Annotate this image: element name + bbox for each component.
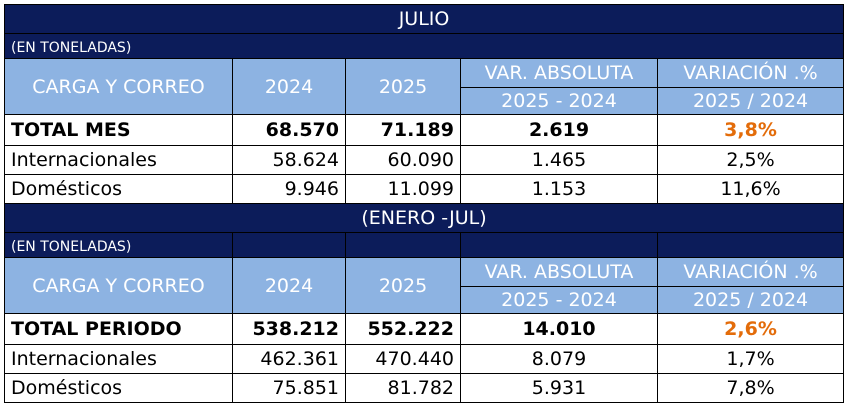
- cargo-table: JULIO (EN TONELADAS) CARGA Y CORREO 2024 202…: [3, 4, 845, 403]
- value-cell: 1.465: [460, 145, 658, 175]
- value-cell: 1.153: [460, 174, 658, 204]
- header-abs-range: 2025 - 2024: [460, 286, 658, 314]
- table-row: (ENERO -JUL): [3, 203, 845, 233]
- header-pct-range: 2025 / 2024: [656, 286, 845, 314]
- unit-label: (EN TONELADAS): [4, 232, 233, 258]
- table-row: Domésticos 9.946 11.099 1.153 11,6%: [4, 174, 845, 204]
- empty-cell: [656, 232, 845, 258]
- section-title: JULIO: [3, 4, 845, 34]
- table-row: Internacionales 58.624 60.090 1.465 2,5%: [4, 145, 845, 175]
- value-cell: 9.946: [232, 174, 346, 204]
- header-year: 2025: [345, 257, 461, 314]
- table-row: CARGA Y CORREO 2024 2025 VAR. ABSOLUTA VARIA…: [4, 58, 845, 115]
- table-row: 2025 - 2024 2025 / 2024: [5, 87, 845, 115]
- percent-cell: 11,6%: [656, 174, 845, 204]
- table-row: JULIO: [3, 4, 845, 34]
- row-label: TOTAL MES: [4, 114, 233, 146]
- header-abs: VAR. ABSOLUTA: [460, 58, 658, 88]
- empty-cell: [232, 232, 346, 258]
- table-row: (EN TONELADAS): [4, 232, 845, 258]
- table-row: CARGA Y CORREO 2024 2025 VAR. ABSOLUTA VARIA…: [4, 257, 845, 314]
- value-cell: 11.099: [345, 174, 461, 204]
- value-cell: 2.619: [460, 114, 658, 146]
- table-row: Internacionales 462.361 470.440 8.079 1,7%: [4, 344, 845, 374]
- header-year: 2024: [232, 257, 346, 314]
- header-pct: VARIACIÓN .%: [656, 58, 845, 88]
- header-year: 2024: [232, 58, 346, 115]
- empty-cell: [460, 232, 658, 258]
- row-label: Internacionales: [4, 145, 233, 175]
- row-label: Domésticos: [4, 373, 233, 403]
- header-pct: VARIACIÓN .%: [656, 257, 845, 287]
- header-abs-range: 2025 - 2024: [460, 87, 658, 115]
- percent-cell: 2,5%: [656, 145, 845, 175]
- percent-cell: 7,8%: [656, 373, 845, 403]
- section-title: (ENERO -JUL): [3, 203, 845, 233]
- unit-label: (EN TONELADAS): [3, 33, 845, 59]
- row-label: Internacionales: [4, 344, 233, 374]
- percent-cell: 3,8%: [656, 114, 845, 146]
- table-row: Domésticos 75.851 81.782 5.931 7,8%: [4, 373, 845, 403]
- value-cell: 552.222: [345, 313, 461, 345]
- value-cell: 71.189: [345, 114, 461, 146]
- percent-cell: 1,7%: [656, 344, 845, 374]
- value-cell: 58.624: [232, 145, 346, 175]
- value-cell: 68.570: [232, 114, 346, 146]
- value-cell: 8.079: [460, 344, 658, 374]
- header-label: CARGA Y CORREO: [4, 257, 233, 314]
- value-cell: 470.440: [345, 344, 461, 374]
- row-label: TOTAL PERIODO: [4, 313, 233, 345]
- header-label: CARGA Y CORREO: [4, 58, 233, 115]
- empty-cell: [345, 232, 461, 258]
- header-abs: VAR. ABSOLUTA: [460, 257, 658, 287]
- value-cell: 462.361: [232, 344, 346, 374]
- value-cell: 60.090: [345, 145, 461, 175]
- value-cell: 81.782: [345, 373, 461, 403]
- value-cell: 538.212: [232, 313, 346, 345]
- table-row: TOTAL MES 68.570 71.189 2.619 3,8%: [4, 114, 845, 146]
- table-row: (EN TONELADAS): [3, 33, 845, 59]
- row-label: Domésticos: [4, 174, 233, 204]
- header-pct-range: 2025 / 2024: [656, 87, 845, 115]
- header-year: 2025: [345, 58, 461, 115]
- value-cell: 5.931: [460, 373, 658, 403]
- table-row: TOTAL PERIODO 538.212 552.222 14.010 2,6%: [4, 313, 845, 345]
- percent-cell: 2,6%: [656, 313, 845, 345]
- value-cell: 75.851: [232, 373, 346, 403]
- value-cell: 14.010: [460, 313, 658, 345]
